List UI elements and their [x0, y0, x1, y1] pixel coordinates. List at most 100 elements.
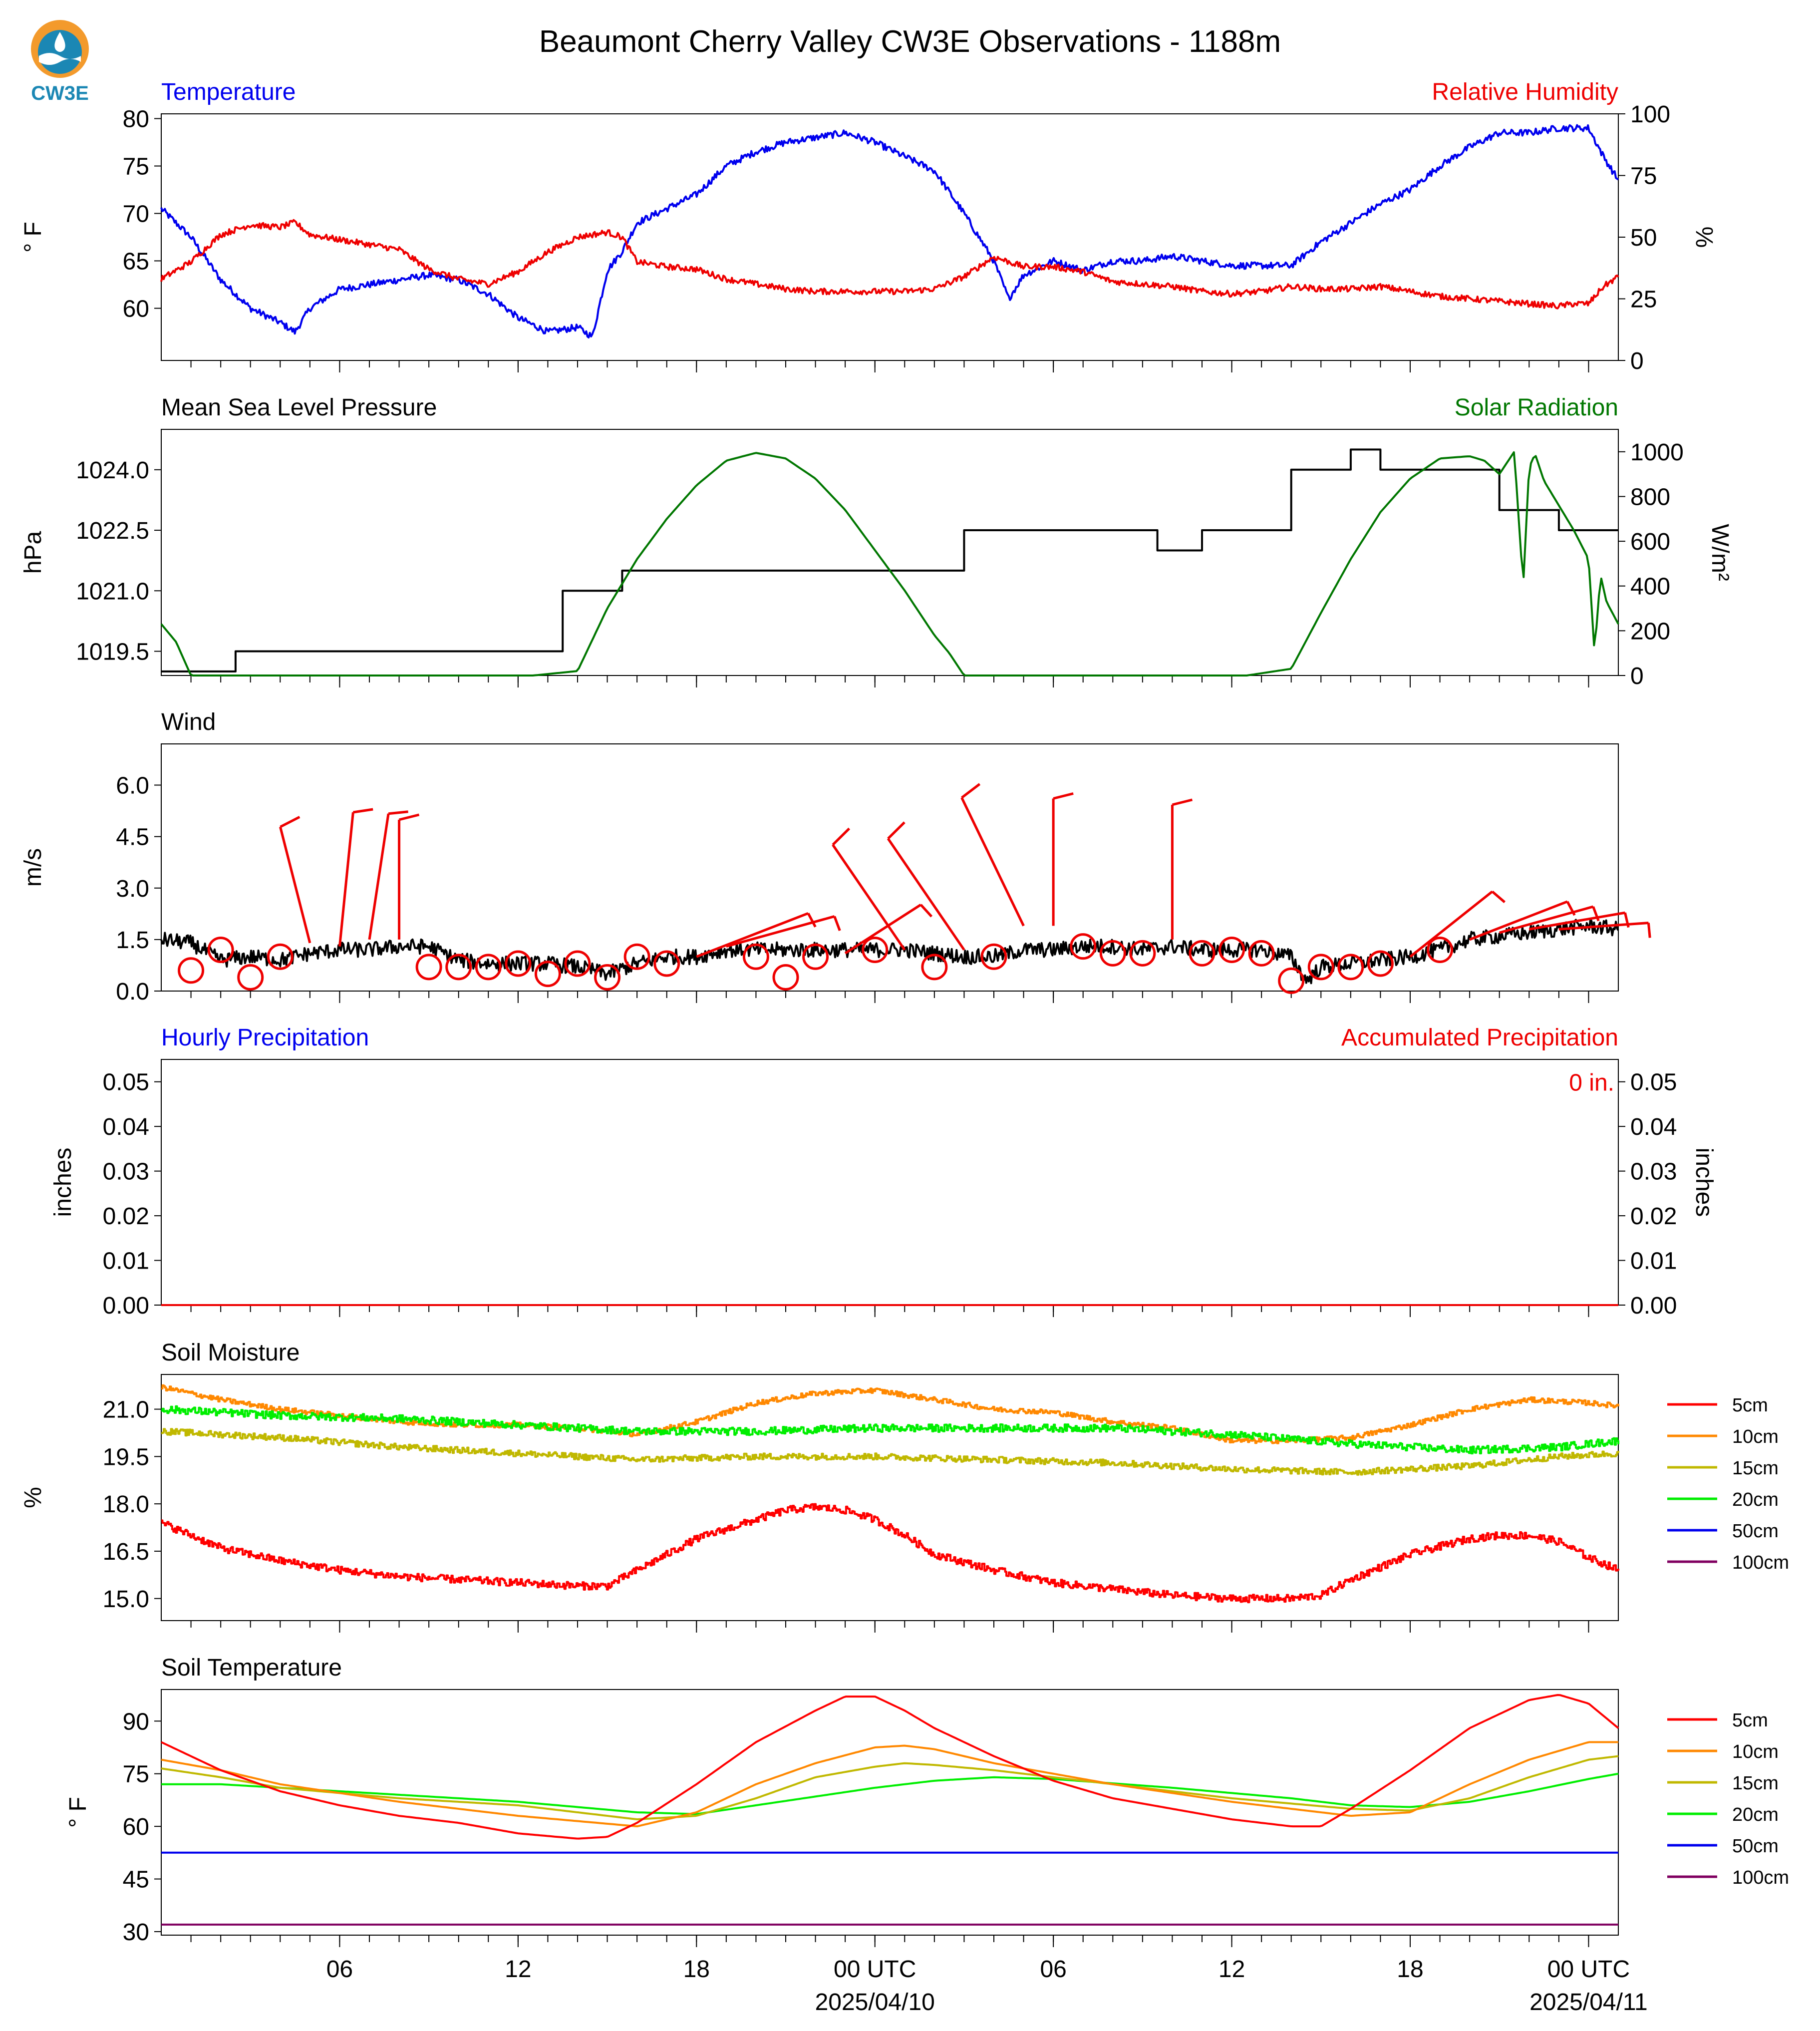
wind-barb-calm — [1099, 940, 1126, 967]
y-tick-label: 70 — [123, 201, 149, 228]
plot-frame — [161, 1689, 1619, 1936]
precip-total-annotation: 0 in. — [1569, 1070, 1614, 1096]
wind-barb-shaft — [1469, 900, 1568, 941]
y-right-tick-label: 0.02 — [1630, 1203, 1677, 1230]
panel-soil_moisture: Soil Moisture 15.0 16.5 18.0 19.5 21.0% 5cm 10c… — [20, 1340, 1789, 1633]
x-tick-date-label: 2025/04/11 — [1529, 1989, 1648, 2016]
wind-barb-flag — [832, 827, 851, 846]
plot-frame — [161, 1374, 1619, 1621]
wind-barb-shaft — [1409, 890, 1494, 958]
y-tick-label: 6.0 — [116, 773, 149, 799]
series-solar — [160, 451, 1619, 677]
y-tick-label: 0.03 — [103, 1159, 149, 1185]
y-axis-label: ° F — [65, 1797, 91, 1828]
legend-label-depth_50cm: 50cm — [1732, 1836, 1779, 1857]
y-tick-label: 16.5 — [103, 1539, 149, 1565]
wind-barb-calm — [742, 943, 769, 970]
y-tick-label: 0.04 — [103, 1114, 149, 1140]
y-tick-label: 4.5 — [116, 824, 149, 851]
y-tick-label: 0.01 — [103, 1248, 149, 1275]
x-tick-label: 00 UTC — [1547, 1956, 1630, 1983]
x-tick-label: 12 — [505, 1956, 531, 1983]
wind-barb-calm — [980, 943, 1007, 970]
series-depth_15cm — [161, 1755, 1619, 1820]
wind-barb-calm — [237, 964, 264, 991]
y-right-tick-label: 0.00 — [1630, 1293, 1677, 1319]
wind-barb-calm — [267, 943, 294, 970]
legend-label-depth_5cm: 5cm — [1732, 1395, 1768, 1416]
legend-label-depth_10cm: 10cm — [1732, 1741, 1779, 1762]
y-right-tick-label: 800 — [1630, 484, 1670, 510]
x-tick-label: 06 — [1040, 1956, 1066, 1983]
panel-title-left: Soil Temperature — [161, 1655, 342, 1681]
series-depth_10cm — [161, 1741, 1618, 1827]
y-tick-label: 80 — [123, 106, 149, 133]
wind-barb-shaft — [696, 912, 809, 958]
y-axis-right-label: % — [1691, 227, 1717, 248]
y-tick-label: 45 — [123, 1867, 149, 1893]
y-right-tick-label: 0.01 — [1630, 1248, 1677, 1275]
y-tick-label: 1019.5 — [76, 639, 149, 666]
panel-pressure_solar: Mean Sea Level Pressure Solar Radiation 10… — [20, 394, 1733, 689]
wind-barb-calm — [1278, 967, 1305, 994]
panel-temp_rh: Temperature Relative Humidity 60 65 70 75 80 0 2… — [20, 79, 1717, 374]
x-tick-label: 18 — [683, 1956, 710, 1983]
legend-label-depth_100cm: 100cm — [1732, 1552, 1789, 1573]
wind-barb-flag — [280, 816, 301, 828]
wind-barb-shaft — [1499, 905, 1594, 934]
plot-frame — [161, 113, 1619, 361]
plot-frame — [161, 743, 1619, 992]
wind-barb-calm — [475, 954, 502, 981]
wind-barb-flag — [1647, 923, 1651, 938]
wind-barb-calm — [534, 961, 561, 988]
wind-barb-shaft — [844, 904, 921, 955]
wind-barb-calm — [921, 954, 948, 981]
y-axis-label: ° F — [20, 222, 46, 253]
wind-barb-shaft — [960, 797, 1025, 927]
y-tick-label: 3.0 — [116, 876, 149, 902]
panel-title-right: Relative Humidity — [1432, 79, 1618, 105]
wind-barb-shaft — [1558, 922, 1649, 931]
panel-title-right: Accumulated Precipitation — [1341, 1024, 1618, 1051]
series-depth_10cm — [161, 1384, 1619, 1444]
y-tick-label: 19.5 — [103, 1444, 149, 1470]
y-axis-right-label: inches — [1691, 1148, 1717, 1217]
wind-barb-calm — [594, 964, 621, 991]
legend-label-depth_20cm: 20cm — [1732, 1804, 1779, 1825]
panel-title-left: Soil Moisture — [161, 1340, 300, 1366]
wind-barb-calm — [207, 937, 234, 963]
series-depth_15cm — [161, 1428, 1619, 1476]
panel-title-right: Solar Radiation — [1455, 394, 1618, 421]
y-axis-label: hPa — [20, 531, 46, 574]
series-depth_5cm — [161, 1694, 1619, 1840]
series-temperature — [160, 124, 1619, 338]
wind-barb-flag — [807, 913, 817, 928]
y-tick-label: 1022.5 — [76, 518, 149, 544]
y-tick-label: 75 — [123, 1761, 149, 1788]
x-tick-label: 00 UTC — [834, 1956, 916, 1983]
wind-barb-calm — [1218, 937, 1245, 963]
wind-barb-shaft — [832, 844, 906, 951]
y-right-tick-label: 25 — [1630, 287, 1657, 313]
chart-panels: Temperature Relative Humidity606570758002… — [20, 79, 1789, 2016]
wind-barb-calm — [415, 954, 442, 981]
legend-label-depth_20cm: 20cm — [1732, 1489, 1779, 1510]
wind-barb-flag — [887, 821, 906, 840]
plot-frame — [161, 1059, 1619, 1306]
y-tick-label: 15.0 — [103, 1586, 149, 1613]
wind-barb-flag — [1172, 798, 1193, 806]
y-tick-label: 21.0 — [103, 1397, 149, 1423]
wind-barb-calm — [1427, 937, 1454, 963]
panel-title-left: Wind — [161, 709, 216, 735]
series-depth_20cm — [161, 1772, 1619, 1815]
wind-barb-calm — [1337, 954, 1364, 981]
panel-wind: Wind 0.0 1.5 3.0 4.5 6.0 m/s — [20, 709, 1651, 1005]
y-tick-label: 1024.0 — [76, 457, 149, 484]
y-axis-label: m/s — [20, 848, 46, 887]
logo-drop-icon — [54, 32, 65, 52]
wind-barb-calm — [564, 950, 591, 977]
series-depth_20cm — [161, 1405, 1619, 1455]
y-tick-label: 0.02 — [103, 1203, 149, 1230]
legend-label-depth_100cm: 100cm — [1732, 1867, 1789, 1888]
wind-barb-flag — [388, 810, 408, 815]
